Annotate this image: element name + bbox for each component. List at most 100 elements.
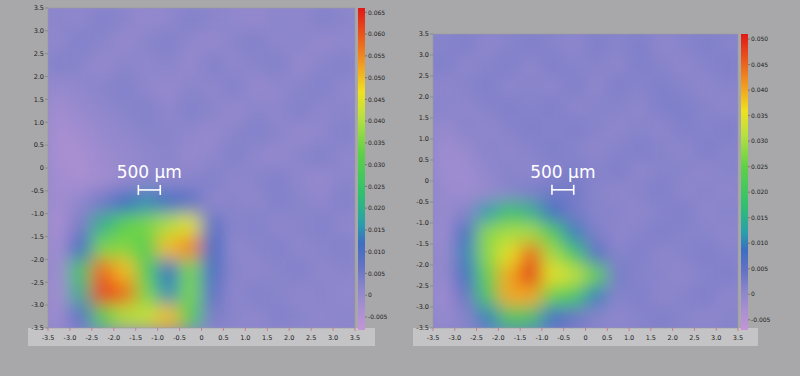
heatmap-cell xyxy=(135,236,158,260)
heatmap-cell xyxy=(135,305,158,328)
colorbar-tick xyxy=(365,208,367,209)
plot-background xyxy=(433,34,738,328)
heatmap-cell xyxy=(585,244,608,266)
y-tick xyxy=(430,265,433,266)
heatmap-cell xyxy=(629,97,652,119)
heatmap-cell xyxy=(311,8,334,31)
heatmap-cell xyxy=(69,8,92,31)
heatmap-cell xyxy=(201,53,224,77)
heatmap-cell xyxy=(48,76,70,100)
heatmap-cell xyxy=(157,30,180,54)
heatmap-cell xyxy=(476,97,499,119)
x-tick xyxy=(69,328,70,331)
heatmap-cell xyxy=(69,53,92,77)
axis-strip xyxy=(28,328,375,346)
colorbar-tick xyxy=(748,243,750,244)
heatmap-cell xyxy=(201,99,224,123)
heatmap-cell xyxy=(607,202,630,224)
heatmap-cell xyxy=(179,305,202,328)
y-tick-label: 3.5 xyxy=(419,30,429,38)
heatmap-cell xyxy=(433,160,455,182)
y-tick xyxy=(45,76,48,77)
heatmap-cell xyxy=(650,76,673,98)
heatmap-cell xyxy=(289,190,312,214)
heatmap-cell xyxy=(650,97,673,119)
heatmap-cell xyxy=(585,97,608,119)
heatmap-cell xyxy=(672,244,695,266)
heatmap-cell xyxy=(69,259,92,283)
heatmap-cell xyxy=(113,190,136,214)
x-tick-label: -1.0 xyxy=(151,334,164,342)
plot-background xyxy=(48,8,355,328)
y-tick xyxy=(45,236,48,237)
heatmap-cell xyxy=(498,202,521,224)
x-tick-label: 0 xyxy=(583,334,587,342)
y-tick xyxy=(45,213,48,214)
heatmap-cell xyxy=(716,244,738,266)
heatmap-cell xyxy=(716,307,738,329)
heatmap-cell xyxy=(541,139,564,161)
heatmap-cell xyxy=(585,223,608,245)
heatmap-cell xyxy=(672,55,695,77)
heatmap-cell xyxy=(476,307,499,329)
x-tick xyxy=(585,328,586,331)
heatmap-cell xyxy=(476,76,499,98)
heatmap-cell xyxy=(267,259,290,283)
x-tick-label: -2.5 xyxy=(86,334,99,342)
colorbar-tick xyxy=(365,186,367,187)
scale-bar-cap xyxy=(551,185,553,195)
heatmap-cell xyxy=(69,76,92,100)
heatmap-cell xyxy=(607,223,630,245)
heatmap-cell xyxy=(541,202,564,224)
heatmap-cell xyxy=(672,76,695,98)
heatmap-cell xyxy=(223,236,246,260)
y-tick-label: -2.5 xyxy=(31,279,44,287)
heatmap-cell xyxy=(135,213,158,237)
heatmap-cell xyxy=(454,139,477,161)
heatmap-cell xyxy=(563,286,586,308)
heatmap-cell xyxy=(629,307,652,329)
heatmap-cell xyxy=(333,305,355,328)
colorbar-tick xyxy=(365,251,367,252)
colorbar xyxy=(741,34,748,330)
heatmap-cell xyxy=(520,34,543,56)
colorbar-label: 0.030 xyxy=(368,161,385,168)
heatmap-cell xyxy=(91,99,114,123)
heatmap-cell xyxy=(650,265,673,287)
heatmap-cell xyxy=(179,213,202,237)
y-tick xyxy=(45,259,48,260)
y-tick-label: -1.5 xyxy=(416,240,429,248)
heatmap-cell xyxy=(157,305,180,328)
heatmap-cell xyxy=(541,265,564,287)
heatmap-cell xyxy=(157,76,180,100)
heatmap-cell xyxy=(716,97,738,119)
heatmap-cell xyxy=(245,145,268,169)
heatmap-cell xyxy=(267,76,290,100)
y-tick-label: -2.5 xyxy=(416,282,429,290)
heatmap-cell xyxy=(454,97,477,119)
heatmap-cell xyxy=(69,190,92,214)
colorbar-label: -0.005 xyxy=(751,316,771,323)
heatmap-cell xyxy=(607,139,630,161)
heatmap-cell xyxy=(694,55,717,77)
heatmap-cell xyxy=(333,190,355,214)
heatmap-cell xyxy=(201,236,224,260)
heatmap-cell xyxy=(629,223,652,245)
heatmap-cells xyxy=(48,8,355,328)
scale-bar-label: 500 μm xyxy=(117,162,182,182)
heatmap-cell xyxy=(311,76,334,100)
heatmap-cell xyxy=(433,181,455,203)
heatmap-cell xyxy=(245,30,268,54)
heatmap-cell xyxy=(498,286,521,308)
heatmap-cell xyxy=(289,168,312,192)
heatmap-cell xyxy=(267,213,290,237)
heatmap-cell xyxy=(650,160,673,182)
heatmap-cell xyxy=(311,99,334,123)
heatmap-cell xyxy=(716,202,738,224)
heatmap-cell xyxy=(91,236,114,260)
heatmap-cell xyxy=(245,282,268,306)
heatmap-cell xyxy=(311,168,334,192)
heatmap-cell xyxy=(694,286,717,308)
heatmap-cell xyxy=(135,99,158,123)
heatmap-cell xyxy=(541,34,564,56)
